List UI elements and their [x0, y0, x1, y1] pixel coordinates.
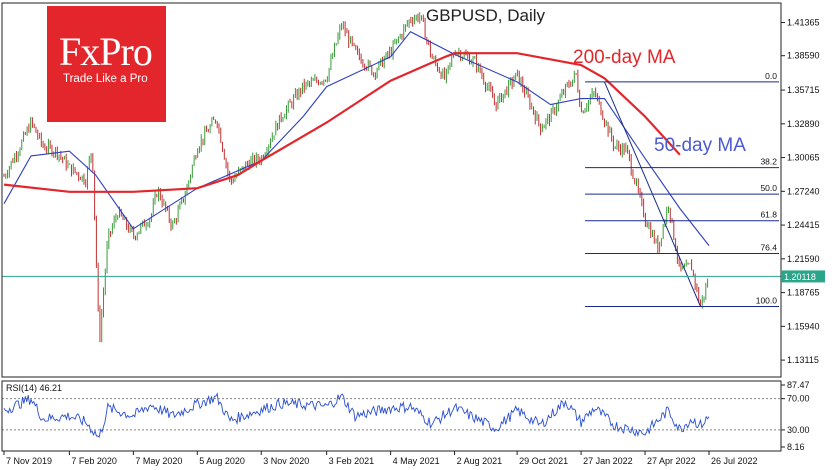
x-tick-label: 27 Apr 2022 [647, 456, 696, 466]
chart-title: GBPUSD, Daily [426, 6, 546, 25]
fib-level-label: 50.0 [760, 183, 777, 193]
y-tick-label: 1.32890 [787, 119, 820, 129]
y-tick-label: 1.15940 [787, 321, 820, 331]
x-tick-label: 3 Nov 2020 [263, 456, 309, 466]
ma200-label: 200-day MA [573, 47, 676, 68]
ma200-line [3, 52, 681, 193]
logo-tagline: Trade Like a Pro [63, 73, 148, 85]
x-tick-label: 27 Jan 2022 [583, 456, 633, 466]
y-tick-label: 1.13115 [787, 355, 819, 365]
current-price-label: 1.20118 [784, 272, 816, 282]
rsi-tick-label: 30.00 [787, 425, 810, 435]
rsi-plot-frame [1, 380, 782, 452]
rsi-line [3, 392, 710, 438]
y-tick-label: 1.18765 [787, 288, 820, 298]
x-tick-label: 26 Jul 2022 [711, 456, 758, 466]
fxpro-logo: FxPro Trade Like a Pro [47, 6, 166, 122]
fib-level-label: 100.0 [756, 296, 778, 306]
y-tick-label: 1.35715 [787, 85, 820, 95]
fib-level-label: 76.4 [760, 242, 777, 252]
ma50-line [3, 31, 710, 246]
x-tick-label: 7 May 2020 [135, 456, 182, 466]
fib-level-label: 38.2 [760, 157, 777, 167]
x-tick-label: 7 Nov 2019 [6, 456, 52, 466]
rsi-tick-label: 87.47 [787, 380, 810, 390]
fib-level-label: 61.8 [760, 210, 777, 220]
price-plot-frame [1, 2, 782, 378]
x-tick-label: 7 Feb 2020 [71, 456, 117, 466]
logo-brand: FxPro [59, 29, 153, 74]
rsi-tick-label: 8.16 [787, 442, 805, 452]
x-tick-label: 5 Aug 2020 [199, 456, 245, 466]
ma50-label: 50-day MA [654, 135, 746, 156]
y-tick-label: 1.38590 [787, 51, 820, 61]
y-tick-label: 1.24415 [787, 220, 820, 230]
current-price-badge [781, 270, 825, 283]
fib-level-label: 0.0 [765, 71, 777, 81]
x-tick-label: 2 Aug 2021 [457, 456, 503, 466]
rsi-tick-label: 70.00 [787, 394, 810, 404]
x-tick-label: 3 Feb 2021 [329, 456, 375, 466]
rsi-label: RSI(14) 46.21 [6, 383, 62, 393]
x-tick-label: 4 May 2021 [393, 456, 440, 466]
y-tick-label: 1.30065 [787, 153, 820, 163]
y-tick-label: 1.21590 [787, 254, 820, 264]
x-tick-label: 29 Oct 2021 [519, 456, 568, 466]
y-tick-label: 1.41365 [787, 18, 820, 28]
y-tick-label: 1.27240 [787, 186, 820, 196]
